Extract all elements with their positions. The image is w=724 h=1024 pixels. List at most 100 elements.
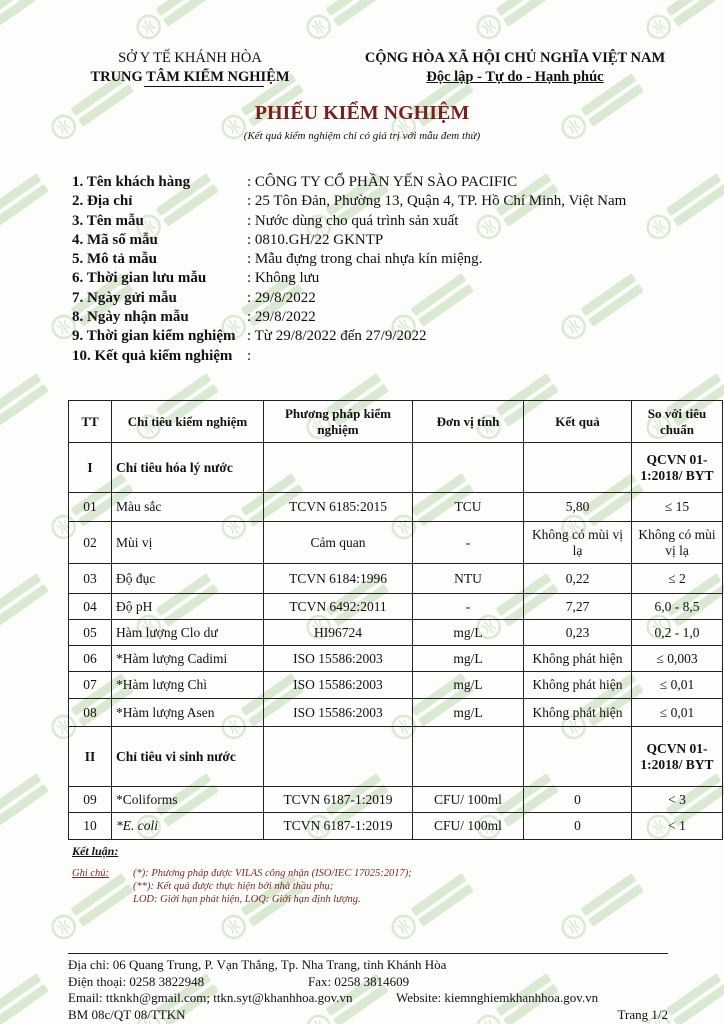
form-code: BM 08c/QT 08/TTKN [68, 1006, 186, 1022]
cell-name: Màu sắc [111, 492, 264, 522]
info-row: 3. Tên mẫu: Nước dùng cho quá trình sản … [72, 213, 626, 232]
info-value: : [247, 347, 252, 364]
cell-name: Hàm lượng Clo dư [111, 619, 264, 646]
table-row: 05 Hàm lượng Clo dư HI96724 mg/L 0,23 0,2 - 1… [68, 619, 723, 646]
watermark-logo [0, 966, 59, 1024]
cell-name: Chỉ tiêu hóa lý nước [111, 442, 264, 493]
note-line: LOD: Giới hạn phát hiện, LOQ: Giới hạn đ… [133, 894, 361, 905]
cell-std: Không có mùi vị lạ [631, 521, 723, 564]
cell-name: *Hàm lượng Asen [111, 698, 264, 727]
column-header: Đơn vị tính [412, 400, 524, 443]
cell-unit: mg/L [412, 645, 524, 672]
cell-unit: mg/L [412, 671, 524, 699]
watermark-logo [0, 0, 59, 53]
cell-tt: 03 [68, 563, 112, 594]
cell-std: ≤ 0,01 [631, 671, 723, 699]
page-number: Trang 1/2 [617, 1006, 668, 1022]
info-value: : 29/8/2022 [247, 289, 316, 306]
info-value: : 0810.GH/22 GKNTP [247, 231, 384, 248]
cell-method: TCVN 6187-1:2019 [263, 786, 413, 813]
cell-name: *E. coli [111, 812, 264, 840]
cell-result [523, 726, 632, 787]
footer-email: Email: ttknkh@gmail.com; ttkn.syt@khanhh… [68, 990, 353, 1005]
watermark-logo-icon [0, 973, 49, 1024]
cell-result: 0 [523, 786, 632, 813]
footer-fax: Fax: 0258 3814609 [308, 973, 410, 989]
footer: Địa chỉ: 06 Quang Trung, P. Vạn Thắng, T… [68, 957, 668, 1023]
info-value: : 29/8/2022 [247, 309, 316, 326]
cell-tt: I [68, 442, 112, 493]
cell-name: *Hàm lượng Chì [111, 671, 264, 699]
cell-method: ISO 15586:2003 [263, 645, 413, 672]
watermark-logo-icon [306, 0, 389, 40]
cell-std: < 1 [631, 812, 723, 840]
cell-tt: 08 [68, 698, 112, 727]
cell-unit: mg/L [412, 698, 524, 727]
cell-result: Không phát hiện [523, 698, 632, 727]
table-header-row: TT Chỉ tiêu kiểm nghiệm Phương pháp kiểm n… [68, 400, 723, 443]
org-underline [144, 86, 264, 87]
watermark-logo-icon [0, 0, 49, 27]
cell-result: 0,22 [523, 563, 632, 594]
cell-tt: 06 [68, 645, 112, 672]
cell-unit [412, 442, 524, 493]
watermark-logo [127, 0, 228, 53]
section-row: I Chỉ tiêu hóa lý nước QCVN 01-1:2018/ BYT [68, 442, 723, 493]
cell-name: Mùi vị [111, 521, 264, 564]
info-label: 10. Kết quả kiểm nghiệm [72, 347, 233, 364]
cell-std: ≤ 15 [631, 492, 723, 522]
cell-tt: 07 [68, 671, 112, 699]
cell-std: QCVN 01-1:2018/ BYT [631, 442, 723, 493]
info-row: 10. Kết quả kiểm nghiệm: [72, 348, 626, 367]
info-value: : Không lưu [247, 270, 320, 287]
watermark-logo-icon [646, 0, 724, 40]
cell-tt: 02 [68, 521, 112, 564]
cell-std: < 3 [631, 786, 723, 813]
cell-method: ISO 15586:2003 [263, 671, 413, 699]
cell-tt: 09 [68, 786, 112, 813]
info-label: 2. Địa chỉ [72, 193, 133, 210]
cell-result: Không có mùi vị lạ [523, 521, 632, 564]
cell-method: TCVN 6185:2015 [263, 492, 413, 522]
notes-label: Ghi chú: [72, 868, 110, 879]
info-value: : 25 Tôn Đản, Phường 13, Quận 4, TP. Hồ … [247, 193, 627, 210]
watermark-logo [0, 566, 59, 653]
watermark-logo-icon [646, 173, 724, 240]
org-parent: SỞ Y TẾ KHÁNH HÒA [118, 50, 262, 66]
info-row: 1. Tên khách hàng: CÔNG TY CỔ PHẦN YẾN S… [72, 174, 626, 193]
info-label: 5. Mô tả mẫu [72, 251, 157, 268]
cell-tt: II [68, 726, 112, 787]
cell-std: 6,0 - 8,5 [631, 593, 723, 620]
info-label: 8. Ngày nhận mẫu [72, 309, 189, 326]
cell-result: 5,80 [523, 492, 632, 522]
info-label: 1. Tên khách hàng [72, 174, 191, 190]
cell-tt: 04 [68, 593, 112, 620]
note-line: (**): Kết quả được thực hiện bởi nhà thầ… [133, 881, 334, 892]
cell-method: Cảm quan [263, 521, 413, 564]
info-row: 4. Mã số mẫu : 0810.GH/22 GKNTP [72, 232, 626, 251]
info-label: 6. Thời gian lưu mẫu [72, 270, 207, 287]
info-label: 7. Ngày gửi mẫu [72, 289, 177, 306]
cell-method: TCVN 6492:2011 [263, 593, 413, 620]
info-row: 6. Thời gian lưu mẫu : Không lưu [72, 270, 626, 289]
info-label: 9. Thời gian kiểm nghiệm [72, 328, 236, 345]
cell-name: Độ pH [111, 593, 264, 620]
table-row: 01 Màu sắc TCVN 6185:2015 TCU 5,80 ≤ 15 [68, 492, 723, 522]
info-row: 7. Ngày gửi mẫu : 29/8/2022 [72, 290, 626, 309]
cell-name: *Hàm lượng Cadimi [111, 645, 264, 672]
column-header: Kết quả [523, 400, 632, 443]
info-label: 4. Mã số mẫu [72, 231, 158, 248]
note-line: (*): Phương pháp được VILAS công nhận (I… [133, 868, 412, 879]
watermark-logo-icon [0, 573, 49, 627]
cell-name: *Coliforms [111, 786, 264, 813]
info-value: : Nước dùng cho quá trình sản xuất [247, 212, 459, 229]
cell-unit [412, 726, 524, 787]
footer-phone: Điện thoại: 0258 3822948 [68, 973, 205, 989]
notes-list: (*): Phương pháp được VILAS công nhận (I… [133, 867, 412, 906]
table-row: 08 *Hàm lượng Asen ISO 15586:2003 mg/L Không… [68, 698, 723, 727]
table-row: 04 Độ pH TCVN 6492:2011-7,27 6,0 - 8,5 [68, 593, 723, 620]
cell-result: 7,27 [523, 593, 632, 620]
info-row: 9. Thời gian kiểm nghiệm: Từ 29/8/2022 đ… [72, 328, 626, 347]
column-header: TT [68, 400, 112, 443]
watermark-logo [297, 0, 398, 53]
